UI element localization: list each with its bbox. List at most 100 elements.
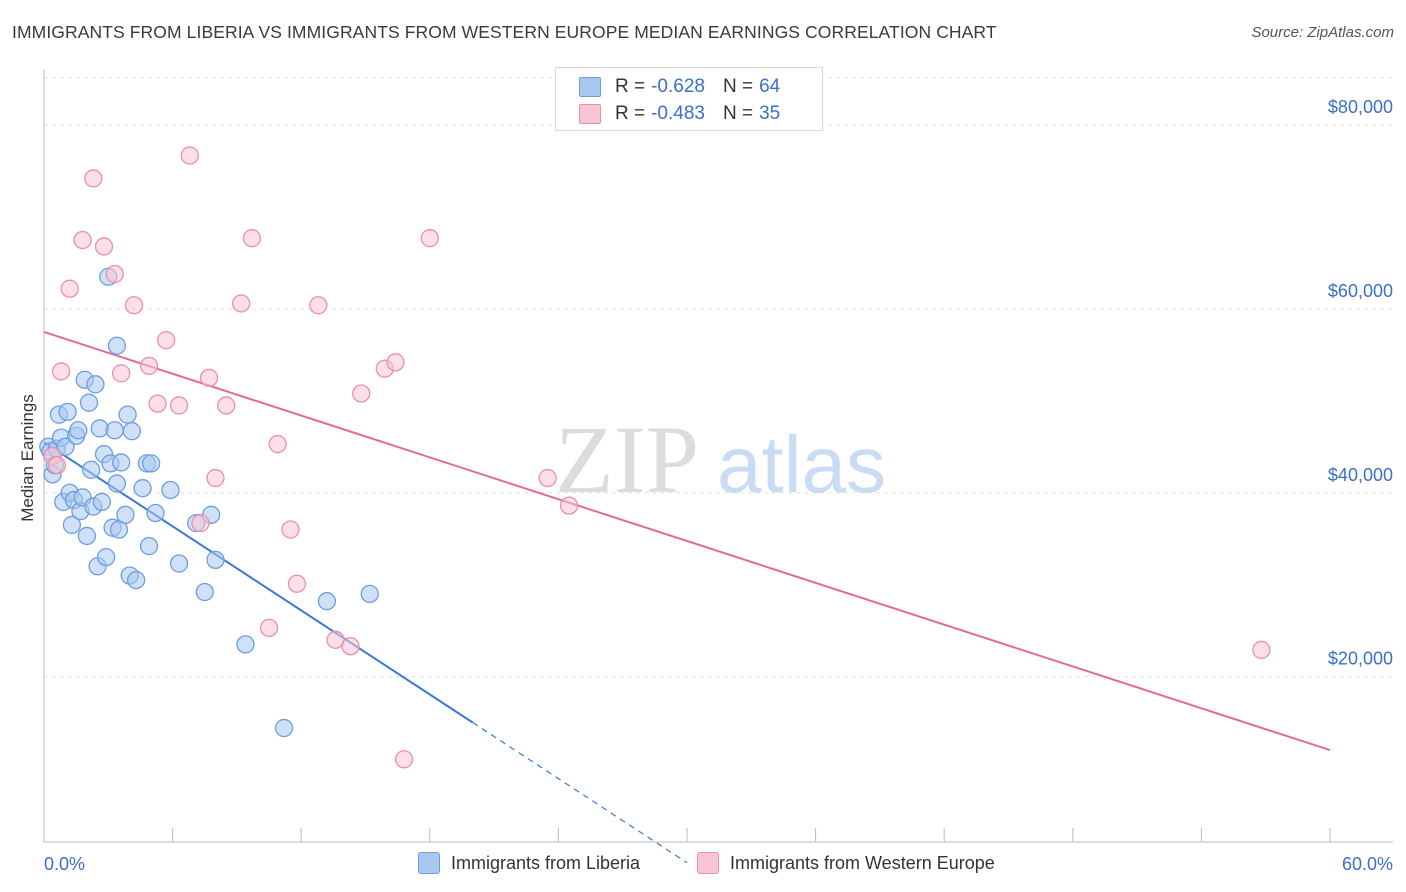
- x-tick-label: 60.0%: [1342, 854, 1393, 874]
- legend-label-liberia: Immigrants from Liberia: [451, 852, 641, 873]
- point-western-europe: [420, 229, 439, 248]
- point-liberia: [86, 375, 105, 394]
- legend-item-western-europe[interactable]: Immigrants from Western Europe: [697, 852, 995, 874]
- legend-r-value: -0.628: [651, 76, 705, 97]
- legend-row-western-europe: R = -0.483 N = 35: [556, 100, 780, 128]
- legend-row-liberia: R = -0.628 N = 64: [556, 73, 780, 101]
- point-western-europe: [232, 294, 251, 313]
- point-western-europe: [341, 637, 360, 656]
- point-western-europe: [217, 396, 236, 415]
- legend-swatch-western-europe: [697, 852, 719, 874]
- point-western-europe: [60, 279, 79, 298]
- point-western-europe: [47, 456, 67, 475]
- watermark-atlas: atlas: [717, 420, 886, 509]
- point-liberia: [69, 421, 88, 440]
- point-western-europe: [84, 169, 103, 188]
- point-liberia: [236, 635, 255, 654]
- point-western-europe: [287, 574, 307, 593]
- point-liberia: [142, 454, 161, 473]
- point-western-europe: [268, 434, 287, 454]
- point-western-europe: [386, 353, 405, 372]
- watermark: ZIP atlas: [555, 406, 886, 513]
- point-liberia: [90, 419, 109, 438]
- legend-swatch-western-europe: [579, 104, 601, 124]
- chart-title: IMMIGRANTS FROM LIBERIA VS IMMIGRANTS FR…: [12, 22, 997, 42]
- point-liberia: [206, 550, 225, 570]
- legend-swatch-liberia: [418, 852, 440, 874]
- point-liberia: [139, 536, 159, 556]
- watermark-zip: ZIP: [555, 406, 699, 513]
- point-western-europe: [169, 396, 189, 415]
- point-liberia: [127, 570, 146, 590]
- point-liberia: [97, 547, 116, 567]
- point-western-europe: [112, 364, 131, 383]
- y-tick-label: $40,000: [1328, 465, 1393, 485]
- grid-lines: [44, 77, 1393, 678]
- point-western-europe: [394, 750, 414, 769]
- point-liberia: [56, 437, 75, 456]
- point-western-europe: [180, 146, 199, 165]
- point-western-europe: [206, 468, 225, 488]
- legend-r-label: R =: [615, 103, 646, 124]
- axis-labels: $20,000 $40,000 $60,000 $80,000 0.0% 60.0% Med…: [18, 97, 1393, 874]
- point-liberia: [360, 584, 379, 604]
- trend-line-extension: [472, 722, 688, 864]
- point-liberia: [62, 515, 82, 535]
- point-western-europe: [281, 520, 300, 539]
- point-liberia: [58, 402, 77, 422]
- point-liberia: [92, 492, 112, 512]
- point-western-europe: [73, 230, 92, 250]
- data-points: [39, 146, 1271, 769]
- point-western-europe: [242, 229, 262, 248]
- point-liberia: [317, 592, 337, 611]
- x-tick-label: 0.0%: [44, 854, 85, 874]
- y-tick-label: $60,000: [1328, 281, 1393, 301]
- point-western-europe: [259, 618, 279, 638]
- legend-r-value: -0.483: [651, 103, 705, 124]
- point-western-europe: [157, 331, 176, 350]
- point-liberia: [161, 480, 180, 500]
- y-tick-label: $80,000: [1328, 97, 1393, 117]
- point-western-europe: [51, 362, 71, 381]
- point-liberia: [116, 505, 135, 524]
- point-liberia: [82, 460, 101, 479]
- point-western-europe: [191, 513, 210, 533]
- point-liberia: [195, 582, 214, 602]
- stats-legend: R = -0.628 N = 64 R = -0.483 N = 35: [555, 67, 823, 131]
- y-axis-label: Median Earnings: [18, 394, 37, 522]
- point-liberia: [105, 421, 124, 440]
- point-liberia: [122, 422, 142, 441]
- point-western-europe: [94, 237, 114, 256]
- point-liberia: [118, 405, 137, 424]
- legend-n-label: N =: [722, 76, 754, 97]
- point-western-europe: [139, 356, 159, 376]
- point-liberia: [133, 479, 152, 498]
- point-liberia: [146, 503, 165, 523]
- legend-n-value: 35: [759, 103, 781, 124]
- legend-swatch-liberia: [579, 77, 601, 97]
- point-western-europe: [105, 264, 124, 284]
- point-western-europe: [124, 296, 144, 315]
- point-liberia: [107, 474, 127, 493]
- point-liberia: [77, 526, 97, 546]
- source-credit: Source: ZipAtlas.com: [1251, 24, 1394, 41]
- point-liberia: [112, 453, 131, 472]
- legend-r-label: R =: [615, 76, 646, 97]
- point-liberia: [79, 393, 99, 412]
- point-western-europe: [538, 468, 557, 488]
- point-liberia: [107, 336, 127, 355]
- point-western-europe: [559, 496, 579, 515]
- point-western-europe: [148, 394, 167, 413]
- point-western-europe: [1252, 640, 1271, 660]
- point-western-europe: [352, 384, 371, 403]
- point-liberia: [169, 554, 189, 573]
- point-western-europe: [199, 368, 219, 388]
- legend-n-label: N =: [722, 103, 754, 124]
- point-liberia: [274, 718, 294, 738]
- legend-label-western-europe: Immigrants from Western Europe: [730, 852, 995, 873]
- y-tick-label: $20,000: [1328, 649, 1393, 669]
- legend-item-liberia[interactable]: Immigrants from Liberia: [418, 852, 640, 874]
- trend-line: [43, 330, 1331, 752]
- point-western-europe: [309, 296, 328, 315]
